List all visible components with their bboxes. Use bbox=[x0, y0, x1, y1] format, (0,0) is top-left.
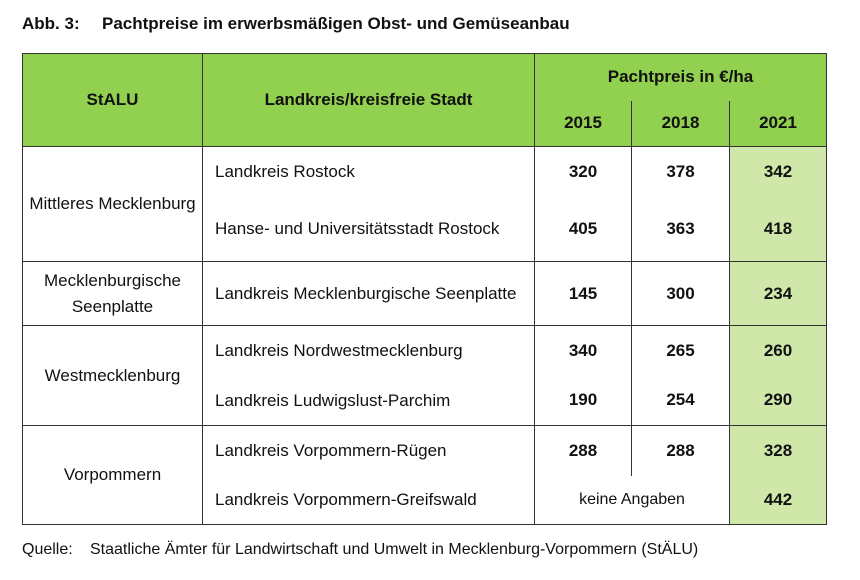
no-data-cell: keine Angaben bbox=[534, 475, 730, 525]
value-2015: 288 bbox=[568, 440, 598, 460]
stalu-cell: Mecklenburgische Seenplatte bbox=[22, 261, 203, 326]
kreis-cell: Landkreis Nordwestmecklenburg bbox=[202, 325, 535, 376]
value-2015: 145 bbox=[534, 261, 632, 326]
figure-title: Abb. 3: Pachtpreise im erwerbsmäßigen Obs… bbox=[22, 14, 570, 34]
header-stalu: StALU bbox=[22, 53, 203, 147]
source-note: Quelle: Staatliche Ämter für Landwirtscha… bbox=[22, 541, 698, 559]
table-row: Mittleres Mecklenburg Landkreis Rostock … bbox=[22, 146, 828, 262]
stalu-cell: Westmecklenburg bbox=[22, 325, 203, 426]
kreis-cell: Hanse- und Universitätsstadt Rostock bbox=[202, 196, 535, 262]
table-row: Hanse- und Universitätsstadt Rostock 405… bbox=[23, 196, 828, 262]
value-2018: 288 bbox=[631, 425, 730, 476]
kreis-cell: Landkreis Vorpommern-Greifswald bbox=[202, 475, 535, 525]
header-year-2015: 2015 bbox=[534, 100, 632, 147]
header-year-2018: 2018 bbox=[631, 100, 730, 147]
header-kreis: Landkreis/kreisfreie Stadt bbox=[202, 53, 535, 147]
value-2018: 378 bbox=[631, 146, 730, 197]
value-2021: 234 bbox=[728, 261, 828, 326]
kreis-cell: Landkreis Rostock bbox=[202, 146, 535, 197]
value-2021: 342 bbox=[728, 146, 828, 197]
source-label: Quelle: bbox=[22, 541, 73, 558]
value-2021: 290 bbox=[728, 375, 828, 426]
table-row: Landkreis Ludwigslust-Parchim 190 254 29… bbox=[23, 375, 828, 426]
value-2018: 363 bbox=[631, 196, 730, 262]
stalu-cell: Vorpommern bbox=[22, 425, 203, 525]
value-2018: 254 bbox=[631, 375, 730, 426]
value-2021: 260 bbox=[728, 325, 828, 376]
header-price: Pachtpreis in €/ha bbox=[533, 53, 828, 101]
value-2015: 320 bbox=[568, 161, 598, 181]
source-text: Staatliche Ämter für Landwirtschaft und … bbox=[90, 541, 699, 558]
value-2021: 442 bbox=[728, 475, 828, 525]
kreis-cell: Landkreis Vorpommern-Rügen bbox=[202, 425, 535, 476]
table-row: Landkreis Vorpommern-Greifswald keine An… bbox=[23, 475, 828, 525]
table-row: Mecklenburgische Seenplatte Landkreis Me… bbox=[22, 261, 828, 326]
kreis-cell: Landkreis Mecklenburgische Seenplatte bbox=[202, 261, 535, 326]
stalu-cell: Mittleres Mecklenburg bbox=[22, 146, 203, 262]
price-table: StALU Landkreis/kreisfreie Stadt Pachtpr… bbox=[22, 53, 828, 525]
value-2015: 405 bbox=[534, 196, 632, 262]
value-2021: 418 bbox=[728, 196, 828, 262]
header-year-2021: 2021 bbox=[728, 100, 828, 147]
figure-number: Abb. 3: bbox=[22, 14, 80, 33]
table-row: Vorpommern Landkreis Vorpommern-Rügen 28… bbox=[22, 425, 828, 525]
value-2015: 340 bbox=[568, 340, 598, 360]
value-2018: 300 bbox=[631, 261, 730, 326]
price-table-container: StALU Landkreis/kreisfreie Stadt Pachtpr… bbox=[22, 53, 828, 525]
figure-title-text: Pachtpreise im erwerbsmäßigen Obst- und … bbox=[102, 14, 570, 33]
value-2018: 265 bbox=[631, 325, 730, 376]
kreis-cell: Landkreis Ludwigslust-Parchim bbox=[202, 375, 535, 426]
value-2021: 328 bbox=[728, 425, 828, 476]
value-2015: 190 bbox=[534, 375, 632, 426]
table-row: Westmecklenburg Landkreis Nordwestmeckle… bbox=[22, 325, 828, 426]
